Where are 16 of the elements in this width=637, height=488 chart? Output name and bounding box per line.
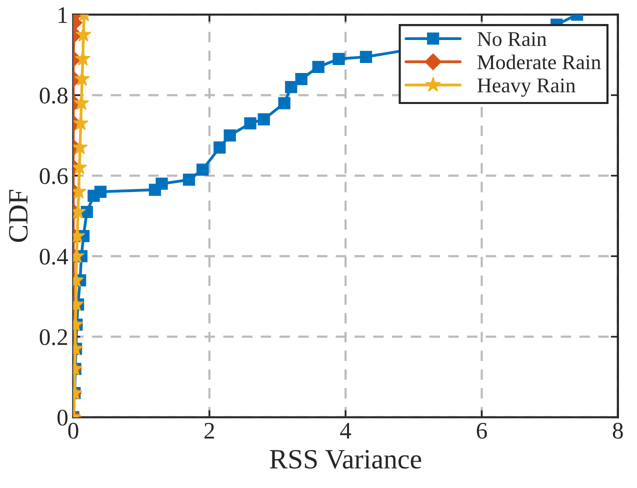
y-tick-label: 0.4	[40, 248, 68, 265]
legend-label: Moderate Rain	[477, 54, 601, 70]
x-tick-label: 4	[340, 422, 352, 438]
x-tick-label: 2	[204, 422, 214, 438]
x-axis-title: RSS Variance	[270, 450, 422, 469]
y-tick-label: 0.8	[40, 88, 68, 104]
y-tick-label: 0	[57, 410, 68, 426]
y-axis-title: CDF	[9, 190, 28, 242]
y-tick-label: 0.6	[40, 168, 68, 184]
x-tick-label: 8	[612, 422, 623, 439]
legend-label: Heavy Rain	[477, 78, 576, 97]
x-tick-label: 6	[476, 422, 487, 439]
y-tick-label: 1	[58, 7, 67, 23]
legend-label: No Rain	[477, 32, 547, 46]
x-tick-label: 0	[68, 422, 78, 439]
y-tick-label: 0.2	[40, 329, 68, 346]
